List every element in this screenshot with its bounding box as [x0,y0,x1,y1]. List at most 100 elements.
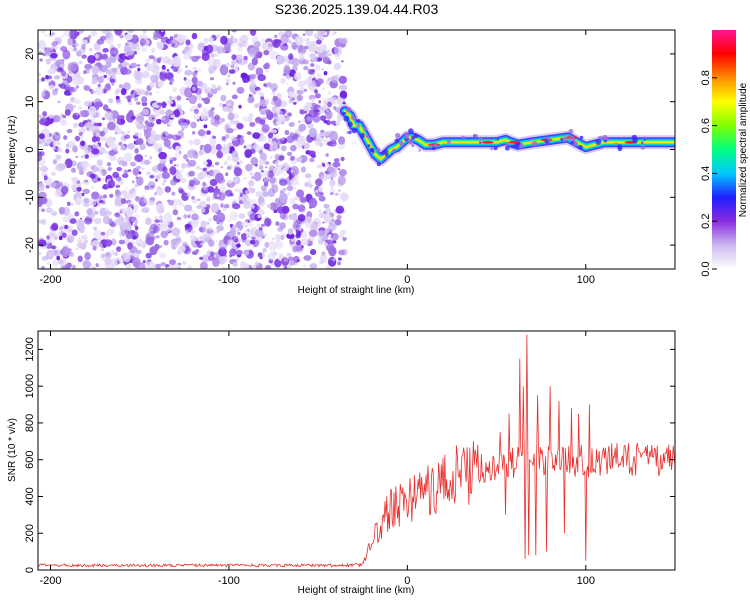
noise-blob [334,218,342,226]
noise-blob [201,254,211,263]
y-tick-label: 20 [24,48,36,60]
noise-blob [293,133,299,140]
noise-blob [41,208,45,213]
noise-blob [164,186,171,193]
noise-blob [243,145,247,149]
noise-blob [178,262,181,266]
noise-blob [100,35,107,41]
noise-blob [215,143,222,151]
noise-blob [265,109,272,116]
noise-blob [67,37,74,46]
noise-blob [69,30,78,40]
noise-blob [118,239,125,245]
noise-blob [97,177,101,182]
noise-blob [268,240,278,252]
noise-blob [244,60,248,64]
noise-blob [327,167,337,175]
noise-blob [186,149,196,159]
noise-blob [42,111,47,117]
ridge-blob [570,141,575,145]
noise-blob [291,57,300,67]
noise-blob [70,203,74,206]
noise-blob [175,163,180,167]
noise-blob [292,245,298,253]
ridge-blob [433,142,438,147]
ridge-blob [350,114,357,121]
noise-blob [168,229,172,232]
noise-blob [188,140,194,146]
noise-blob [184,223,191,229]
noise-blob [139,38,146,47]
noise-blob [169,95,173,100]
noise-blob [305,151,309,155]
noise-blob [178,150,182,155]
y-tick-label: 0 [24,567,36,573]
ridge-blob [385,153,389,157]
noise-blob [150,185,155,189]
noise-blob [296,89,304,95]
noise-blob [338,84,348,91]
noise-blob [135,46,141,51]
noise-blob [307,150,316,157]
noise-blob [145,236,155,246]
noise-blob [197,129,206,137]
noise-blob [210,251,215,256]
noise-blob [84,217,93,225]
noise-blob [273,203,276,207]
noise-blob [101,200,106,205]
noise-blob [123,152,133,163]
noise-blob [269,155,273,159]
noise-blob [51,146,56,151]
y-tick-label: -10 [24,189,36,205]
noise-blob [151,166,157,172]
noise-blob [304,110,307,114]
noise-blob [230,64,235,68]
noise-blob [245,163,253,172]
noise-blob [127,169,132,172]
noise-blob [234,227,240,232]
noise-blob [106,162,112,167]
noise-blob [167,121,173,128]
noise-blob [191,76,198,84]
noise-blob [228,69,236,74]
noise-blob [171,227,181,237]
noise-blob [150,61,159,73]
noise-blob [61,246,70,258]
x-tick-label: -200 [39,274,61,286]
noise-blob [149,175,154,179]
ridge-blob [546,136,551,141]
noise-blob [231,60,237,66]
noise-blob [193,108,200,114]
noise-blob [216,194,220,197]
ridge-blob [348,130,352,135]
noise-blob [156,72,160,77]
noise-blob [224,134,230,139]
noise-blob [64,224,69,230]
noise-blob [326,109,329,112]
noise-blob [114,30,123,36]
ridge-blob [614,142,618,146]
snr-x-ticks: -200 -100 0 100 [39,331,595,587]
noise-blob [233,167,242,177]
noise-blob [104,184,110,190]
noise-blob [75,135,80,142]
noise-blob [56,67,64,73]
noise-blob [307,179,311,184]
noise-blob [173,66,179,73]
noise-blob [298,251,303,255]
noise-blob [242,34,248,41]
noise-blob [38,191,47,200]
noise-blob [93,122,99,127]
noise-blob [318,210,322,213]
noise-blob [52,132,56,136]
noise-blob [221,144,230,155]
noise-blob [333,106,337,110]
noise-blob [179,202,185,207]
noise-blob [255,89,262,96]
noise-blob [170,179,177,186]
noise-blob [120,207,126,213]
ridge-blob [505,142,510,147]
noise-blob [236,243,241,248]
noise-blob [225,78,230,84]
noise-blob [218,184,227,192]
